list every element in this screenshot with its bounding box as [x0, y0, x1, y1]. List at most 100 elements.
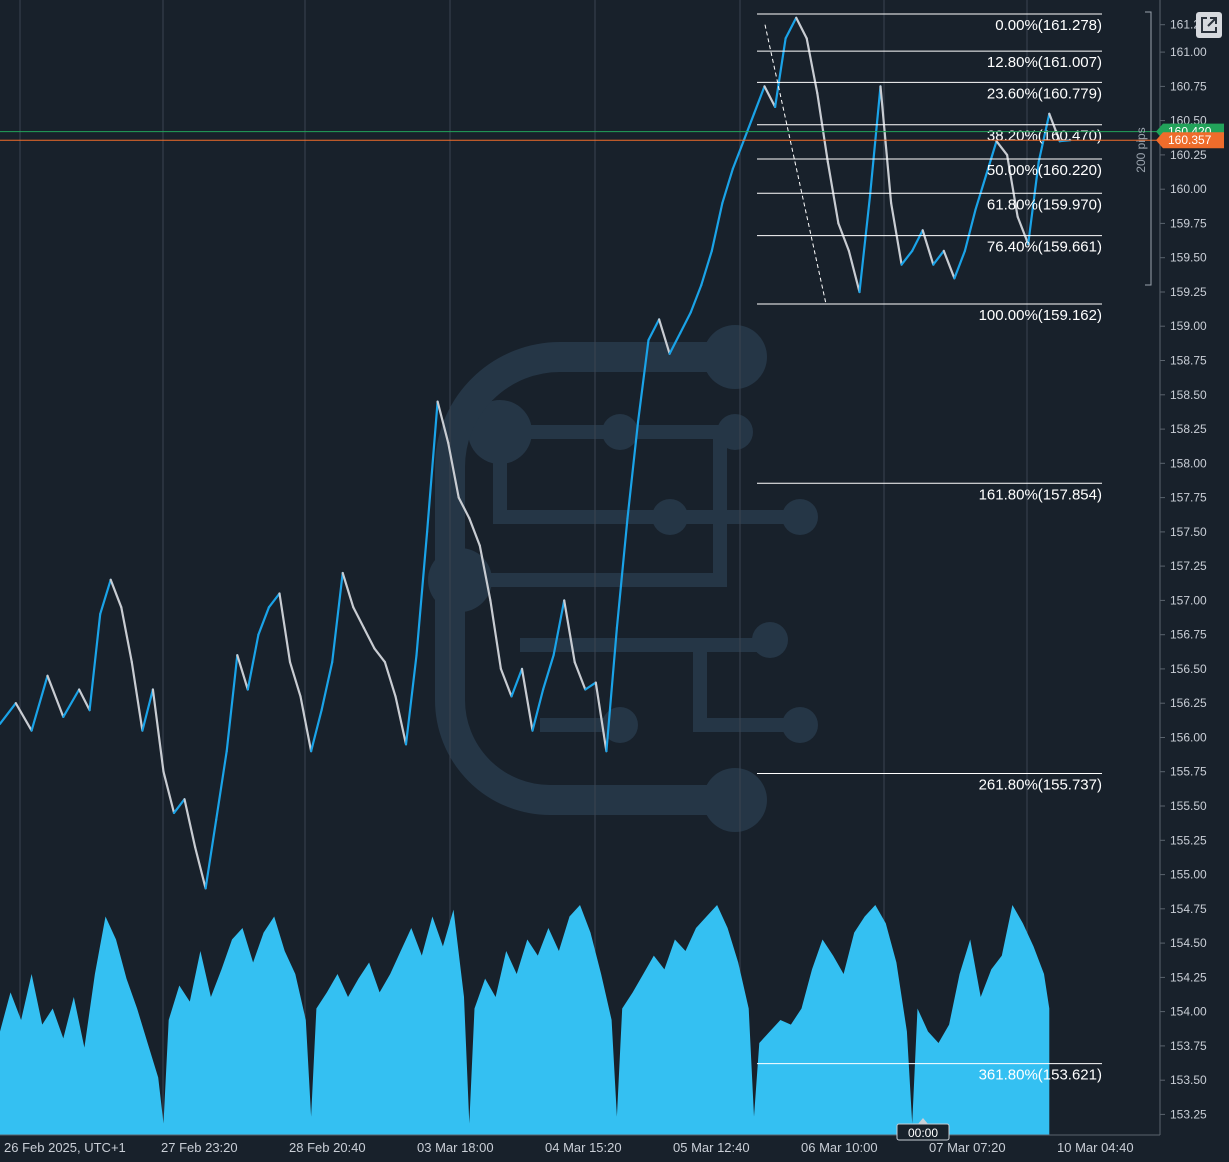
- y-tick-label: 158.75: [1170, 354, 1207, 368]
- y-tick-label: 159.50: [1170, 251, 1207, 265]
- price-segment: [320, 660, 334, 712]
- price-segment: [594, 681, 608, 753]
- price-segment: [489, 599, 502, 671]
- price-segment: [763, 85, 777, 109]
- price-segment: [742, 112, 756, 143]
- y-tick-label: 159.75: [1170, 216, 1207, 230]
- price-segment: [710, 201, 724, 252]
- price-segment: [267, 592, 281, 609]
- price-segment: [816, 92, 829, 163]
- price-segment: [584, 681, 597, 691]
- price-segment: [805, 37, 819, 95]
- y-tick-label: 155.50: [1170, 799, 1207, 813]
- price-segment: [468, 517, 481, 547]
- y-tick-label: 156.50: [1170, 662, 1207, 676]
- volume-series: [0, 905, 1050, 1135]
- price-segment: [404, 654, 418, 746]
- price-segment: [331, 571, 344, 664]
- price-segment: [563, 599, 576, 664]
- price-segment: [426, 400, 439, 534]
- price-segment: [911, 229, 924, 252]
- grid-lines: [19, 0, 1028, 1135]
- y-axis[interactable]: 161.2161.00160.75160.50160.25160.00159.7…: [1156, 0, 1229, 1157]
- fib-level-label: 100.00%(159.162): [979, 307, 1102, 324]
- price-segment: [352, 606, 365, 629]
- price-segment: [130, 660, 144, 732]
- price-segment: [236, 654, 249, 691]
- price-segment: [194, 845, 207, 890]
- price-segment: [531, 688, 545, 732]
- price-segment: [447, 441, 460, 499]
- fib-level-label: 361.80%(153.621): [979, 1067, 1102, 1084]
- price-segment: [837, 222, 851, 252]
- y-tick-label: 159.00: [1170, 319, 1207, 333]
- price-segment: [1037, 112, 1051, 163]
- y-tick-label: 160.75: [1170, 79, 1207, 93]
- price-segment: [299, 695, 313, 753]
- y-tick-label: 153.25: [1170, 1107, 1207, 1121]
- watermark-traces: [460, 425, 800, 732]
- fib-level-label: 0.00%(161.278): [995, 17, 1102, 34]
- price-segment: [109, 578, 123, 609]
- y-tick-label: 154.50: [1170, 936, 1207, 950]
- price-segment: [46, 674, 65, 719]
- price-segment: [0, 702, 17, 725]
- price-segment: [77, 688, 91, 712]
- fibonacci-retracement[interactable]: 0.00%(161.278) 12.80%(161.007) 23.60%(160.…: [757, 13, 1102, 1084]
- price-segment: [120, 606, 133, 664]
- price-segment: [942, 249, 956, 280]
- price-segment: [879, 85, 893, 204]
- x-tick-label: 27 Feb 23:20: [161, 1140, 238, 1155]
- price-segment: [415, 530, 429, 657]
- y-tick-label: 155.75: [1170, 765, 1207, 779]
- price-segment: [668, 332, 682, 355]
- y-tick-label: 155.00: [1170, 868, 1207, 882]
- price-segment: [752, 85, 766, 115]
- price-segment: [974, 174, 988, 211]
- fib-level-label: 61.80%(159.970): [987, 196, 1102, 213]
- y-tick-label: 153.75: [1170, 1039, 1207, 1053]
- y-axis-background: [1160, 0, 1229, 1157]
- y-tick-label: 154.75: [1170, 902, 1207, 916]
- x-axis[interactable]: 26 Feb 2025, UTC+1 27 Feb 23:20 28 Feb 20:…: [0, 1118, 1229, 1157]
- time-cursor: 00:00: [896, 1118, 950, 1141]
- price-segment: [900, 249, 914, 266]
- y-tick-label: 158.00: [1170, 456, 1207, 470]
- x-tick-label: 04 Mar 15:20: [545, 1140, 622, 1155]
- price-segment: [88, 612, 102, 712]
- price-segment: [731, 140, 745, 170]
- price-series: [0, 16, 1072, 890]
- y-tick-label: 154.00: [1170, 1005, 1207, 1019]
- price-segment: [373, 647, 386, 664]
- price-segment: [246, 633, 260, 691]
- x-tick-label: 06 Mar 10:00: [801, 1140, 878, 1155]
- price-segment: [984, 140, 998, 177]
- price-segment: [1027, 160, 1040, 246]
- price-segment: [383, 660, 397, 698]
- price-segment: [341, 571, 355, 609]
- x-tick-label: 10 Mar 04:40: [1057, 1140, 1134, 1155]
- price-segment: [826, 160, 840, 225]
- external-link-icon[interactable]: [1196, 12, 1222, 38]
- x-tick-label: 07 Mar 07:20: [929, 1140, 1006, 1155]
- time-cursor-pointer: [918, 1118, 928, 1124]
- range-label: 200 pips: [1134, 127, 1148, 172]
- fib-level-label: 76.40%(159.661): [987, 239, 1102, 256]
- price-segment: [858, 194, 872, 294]
- fib-level-label: 261.80%(155.737): [979, 777, 1102, 794]
- price-segment: [647, 318, 661, 342]
- price-segment: [679, 311, 692, 335]
- price-segment: [215, 750, 228, 821]
- fib-level-label: 161.80%(157.854): [979, 486, 1102, 503]
- y-tick-label: 157.75: [1170, 491, 1207, 505]
- price-tag: 160.357: [1156, 132, 1224, 149]
- x-tick-label: 03 Mar 18:00: [417, 1140, 494, 1155]
- y-tick-label: 159.25: [1170, 285, 1207, 299]
- price-segment: [615, 517, 629, 629]
- price-segment: [847, 249, 861, 294]
- price-segment: [889, 201, 903, 266]
- price-segment: [162, 770, 176, 815]
- price-tag-shape: [1156, 132, 1224, 149]
